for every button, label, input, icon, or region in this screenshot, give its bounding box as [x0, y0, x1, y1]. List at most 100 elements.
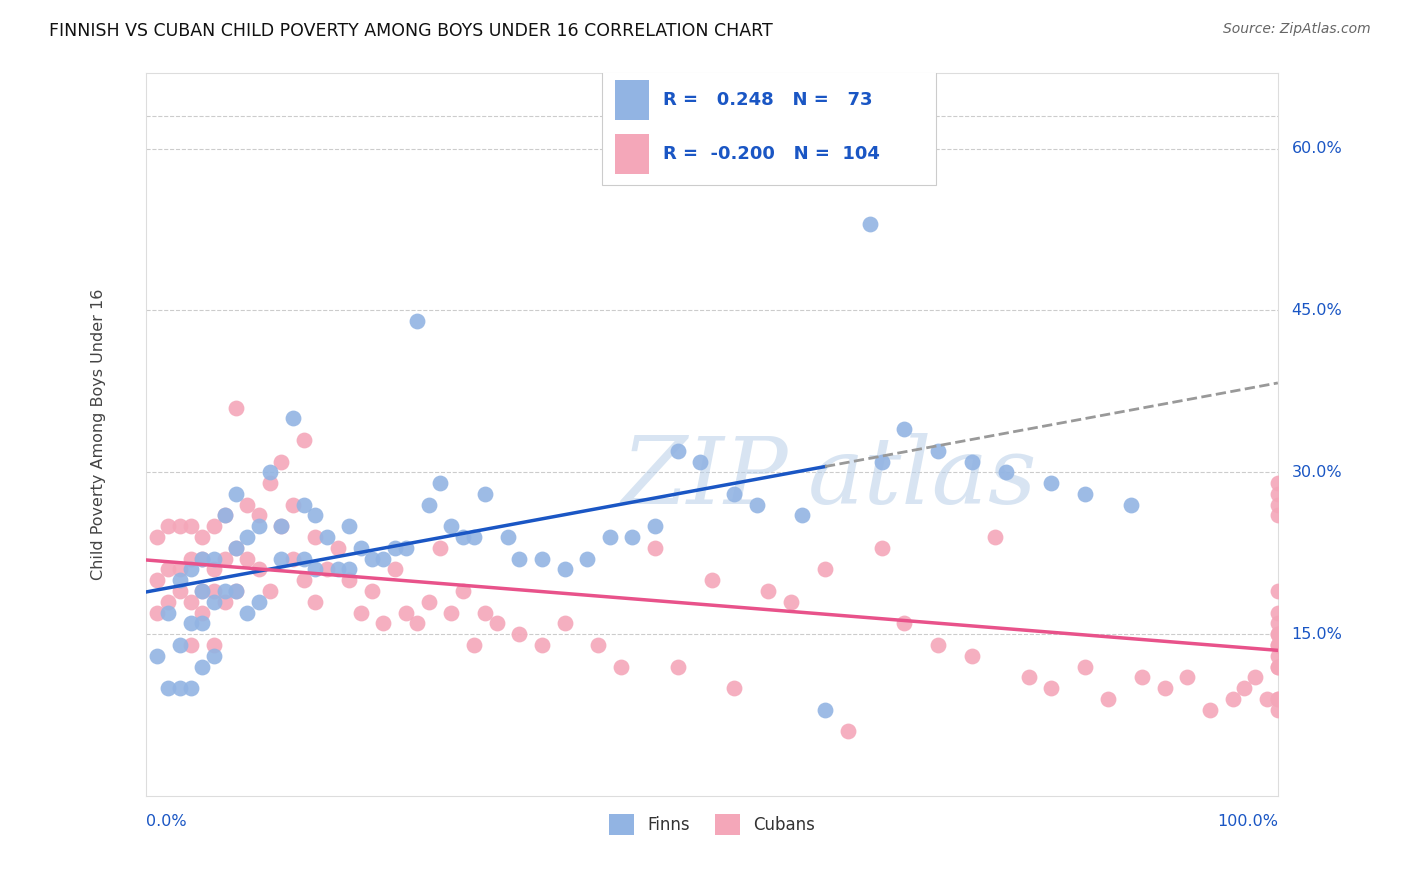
- Point: [792, 508, 814, 523]
- Text: R =   0.248   N =   73: R = 0.248 N = 73: [664, 91, 873, 109]
- Point: [281, 551, 304, 566]
- Point: [530, 551, 553, 566]
- Point: [1267, 627, 1289, 641]
- Point: [191, 606, 214, 620]
- Point: [214, 508, 236, 523]
- Point: [1267, 703, 1289, 717]
- Point: [292, 551, 315, 566]
- Point: [870, 454, 893, 468]
- Point: [180, 519, 202, 533]
- FancyBboxPatch shape: [616, 80, 650, 120]
- Text: 100.0%: 100.0%: [1216, 814, 1278, 830]
- FancyBboxPatch shape: [602, 70, 936, 185]
- Point: [1018, 670, 1040, 684]
- Point: [406, 314, 429, 328]
- Point: [1040, 681, 1063, 695]
- Point: [225, 541, 247, 555]
- Point: [588, 638, 610, 652]
- Text: 0.0%: 0.0%: [146, 814, 186, 830]
- Point: [361, 551, 384, 566]
- Point: [214, 584, 236, 599]
- Point: [191, 551, 214, 566]
- Point: [995, 465, 1018, 479]
- Point: [960, 648, 983, 663]
- Point: [1097, 692, 1119, 706]
- Point: [463, 638, 485, 652]
- Point: [169, 562, 191, 576]
- Point: [315, 530, 337, 544]
- Point: [644, 541, 666, 555]
- Point: [169, 638, 191, 652]
- Point: [214, 551, 236, 566]
- Point: [339, 562, 361, 576]
- Point: [202, 648, 225, 663]
- Point: [870, 541, 893, 555]
- Point: [214, 595, 236, 609]
- Point: [202, 584, 225, 599]
- Point: [1153, 681, 1175, 695]
- Point: [259, 584, 281, 599]
- Text: 15.0%: 15.0%: [1292, 627, 1343, 641]
- Point: [1040, 476, 1063, 491]
- Point: [1074, 659, 1097, 673]
- Point: [1267, 627, 1289, 641]
- Point: [191, 584, 214, 599]
- Point: [554, 562, 576, 576]
- Text: FINNISH VS CUBAN CHILD POVERTY AMONG BOYS UNDER 16 CORRELATION CHART: FINNISH VS CUBAN CHILD POVERTY AMONG BOY…: [49, 22, 773, 40]
- Point: [1267, 638, 1289, 652]
- Point: [339, 573, 361, 587]
- Point: [474, 487, 496, 501]
- Point: [180, 638, 202, 652]
- Point: [236, 530, 259, 544]
- Point: [292, 433, 315, 447]
- Point: [1130, 670, 1153, 684]
- Point: [1199, 703, 1222, 717]
- Point: [1267, 638, 1289, 652]
- Point: [157, 606, 180, 620]
- Point: [180, 551, 202, 566]
- Point: [837, 98, 859, 112]
- Point: [225, 401, 247, 415]
- Point: [180, 616, 202, 631]
- Point: [180, 595, 202, 609]
- Point: [236, 498, 259, 512]
- Point: [960, 454, 983, 468]
- Point: [169, 519, 191, 533]
- Point: [259, 476, 281, 491]
- Point: [225, 584, 247, 599]
- Point: [859, 217, 882, 231]
- FancyBboxPatch shape: [616, 135, 650, 174]
- Point: [384, 562, 406, 576]
- Point: [191, 530, 214, 544]
- Point: [496, 530, 519, 544]
- Point: [984, 530, 1007, 544]
- Point: [384, 541, 406, 555]
- Point: [270, 519, 292, 533]
- Point: [508, 551, 530, 566]
- Point: [304, 508, 326, 523]
- Point: [1267, 648, 1289, 663]
- Point: [1256, 692, 1278, 706]
- Point: [146, 530, 169, 544]
- Point: [225, 487, 247, 501]
- Point: [599, 530, 621, 544]
- Point: [146, 606, 169, 620]
- Point: [451, 584, 474, 599]
- Point: [451, 530, 474, 544]
- Point: [745, 498, 768, 512]
- Point: [1244, 670, 1267, 684]
- Point: [576, 551, 599, 566]
- Point: [406, 616, 429, 631]
- Point: [429, 476, 451, 491]
- Point: [440, 519, 463, 533]
- Point: [247, 508, 270, 523]
- Point: [326, 562, 349, 576]
- Text: 60.0%: 60.0%: [1292, 141, 1343, 156]
- Point: [191, 551, 214, 566]
- Text: 30.0%: 30.0%: [1292, 465, 1343, 480]
- Point: [326, 541, 349, 555]
- Point: [666, 443, 689, 458]
- Point: [756, 584, 779, 599]
- Point: [361, 584, 384, 599]
- Point: [814, 562, 837, 576]
